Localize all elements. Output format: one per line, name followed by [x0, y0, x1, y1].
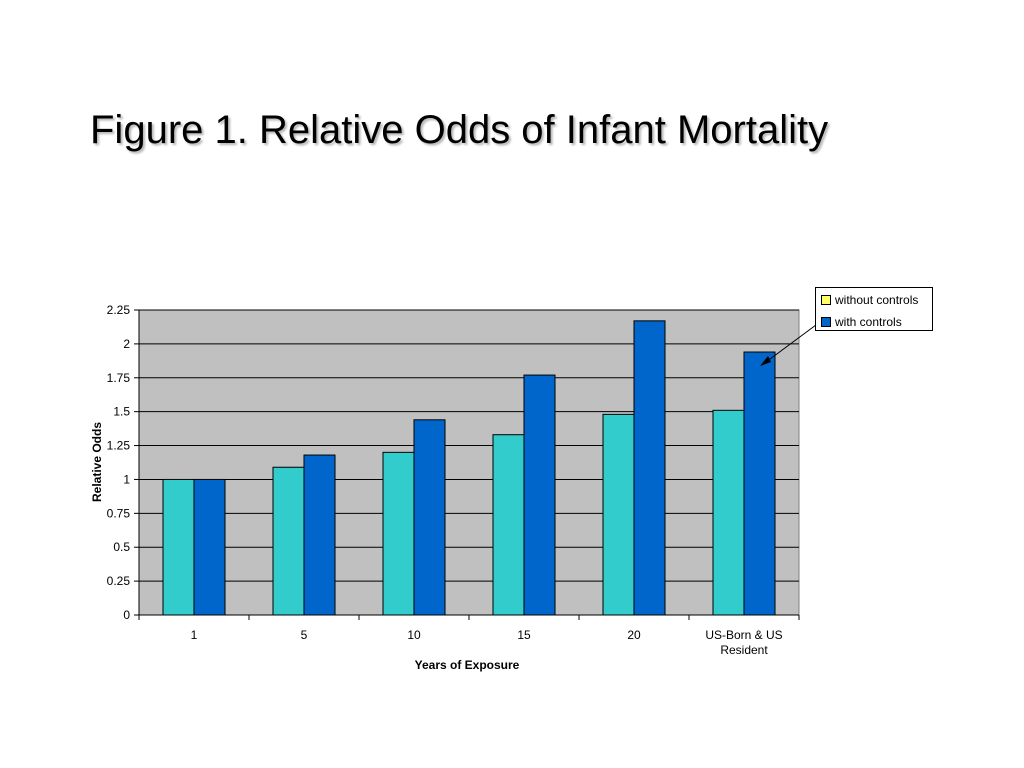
- legend-label-with-controls: with controls: [835, 315, 902, 329]
- bar-with-controls: [303, 454, 336, 616]
- y-axis: 0 0.25 0.5 0.75 1 1.25 1.5 1.75 2 2.25: [107, 303, 140, 622]
- y-tick-label: 0.25: [107, 574, 131, 588]
- x-tick-label: 5: [301, 628, 308, 642]
- x-tick-label: 1: [191, 628, 198, 642]
- bar-with-controls: [193, 478, 226, 616]
- y-tick-label: 1.5: [113, 405, 130, 419]
- x-tick-label: 20: [627, 628, 641, 642]
- legend: without controls with controls: [815, 287, 933, 331]
- legend-arrow-head: [760, 356, 771, 366]
- x-tick-label: 15: [517, 628, 531, 642]
- bar-without-controls: [492, 434, 525, 616]
- x-axis-label: Years of Exposure: [415, 658, 520, 672]
- y-axis-label: Relative Odds: [90, 422, 104, 502]
- x-tick-label: 10: [407, 628, 421, 642]
- legend-swatch-with-controls: [821, 317, 831, 327]
- y-tick-label: 1.75: [107, 371, 131, 385]
- gridlines: [139, 309, 799, 582]
- y-tick-label: 2: [123, 337, 130, 351]
- bar-with-controls: [743, 351, 776, 616]
- bars: [162, 320, 776, 616]
- legend-label-without-controls: without controls: [835, 293, 919, 307]
- y-tick-label: 2.25: [107, 303, 131, 317]
- bar-without-controls: [712, 409, 745, 616]
- y-tick-label: 1: [123, 472, 130, 486]
- y-tick-label: 0: [123, 608, 130, 622]
- legend-item-without-controls: without controls: [821, 293, 918, 307]
- bar-without-controls: [382, 451, 415, 616]
- bar-with-controls: [523, 374, 556, 616]
- bar-with-controls: [633, 320, 666, 616]
- legend-swatch-without-controls: [821, 295, 831, 305]
- legend-arrow: [761, 321, 821, 366]
- y-tick-label: 1.25: [107, 439, 131, 453]
- y-tick-label: 0.75: [107, 506, 131, 520]
- bar-without-controls: [272, 466, 305, 616]
- plot-area: [138, 309, 800, 616]
- x-axis: 1 5 10 15 20 US-Born & US Resident: [138, 614, 800, 657]
- x-tick-label: US-Born & US Resident: [705, 628, 782, 657]
- slide-title: Figure 1. Relative Odds of Infant Mortal…: [90, 108, 829, 152]
- bar-with-controls: [413, 419, 446, 616]
- bar-without-controls: [162, 478, 195, 616]
- bar-without-controls: [602, 413, 635, 616]
- legend-item-with-controls: with controls: [821, 315, 902, 329]
- y-tick-label: 0.5: [113, 540, 130, 554]
